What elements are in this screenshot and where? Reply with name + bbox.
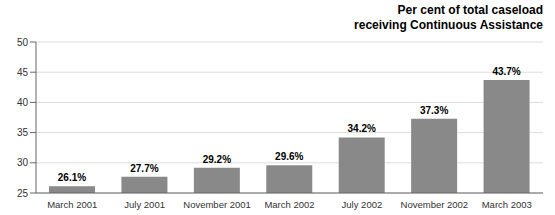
- svg-text:July 2002: July 2002: [342, 199, 383, 210]
- svg-text:40: 40: [17, 97, 29, 108]
- svg-text:30: 30: [17, 157, 29, 168]
- svg-text:35: 35: [17, 127, 29, 138]
- svg-text:45: 45: [17, 67, 29, 78]
- svg-text:50: 50: [17, 37, 29, 48]
- svg-text:43.7%: 43.7%: [492, 66, 520, 77]
- svg-text:November 2002: November 2002: [401, 199, 469, 210]
- svg-text:37.3%: 37.3%: [420, 105, 448, 116]
- svg-text:26.1%: 26.1%: [58, 172, 86, 183]
- svg-text:27.7%: 27.7%: [130, 163, 158, 174]
- svg-text:29.2%: 29.2%: [203, 154, 231, 165]
- svg-text:November 2001: November 2001: [183, 199, 251, 210]
- html-text:Per cent of total caseload: Per cent of total caseload: [397, 3, 543, 17]
- svg-text:March 2002: March 2002: [264, 199, 314, 210]
- svg-text:25: 25: [17, 188, 29, 199]
- html-text:receiving Continuous Assistanc: receiving Continuous Assistance: [354, 18, 543, 32]
- svg-text:March 2001: March 2001: [47, 199, 97, 210]
- svg-text:July 2001: July 2001: [124, 199, 165, 210]
- svg-text:March 2003: March 2003: [482, 199, 532, 210]
- svg-text:29.6%: 29.6%: [275, 151, 303, 162]
- svg-text:34.2%: 34.2%: [348, 123, 376, 134]
